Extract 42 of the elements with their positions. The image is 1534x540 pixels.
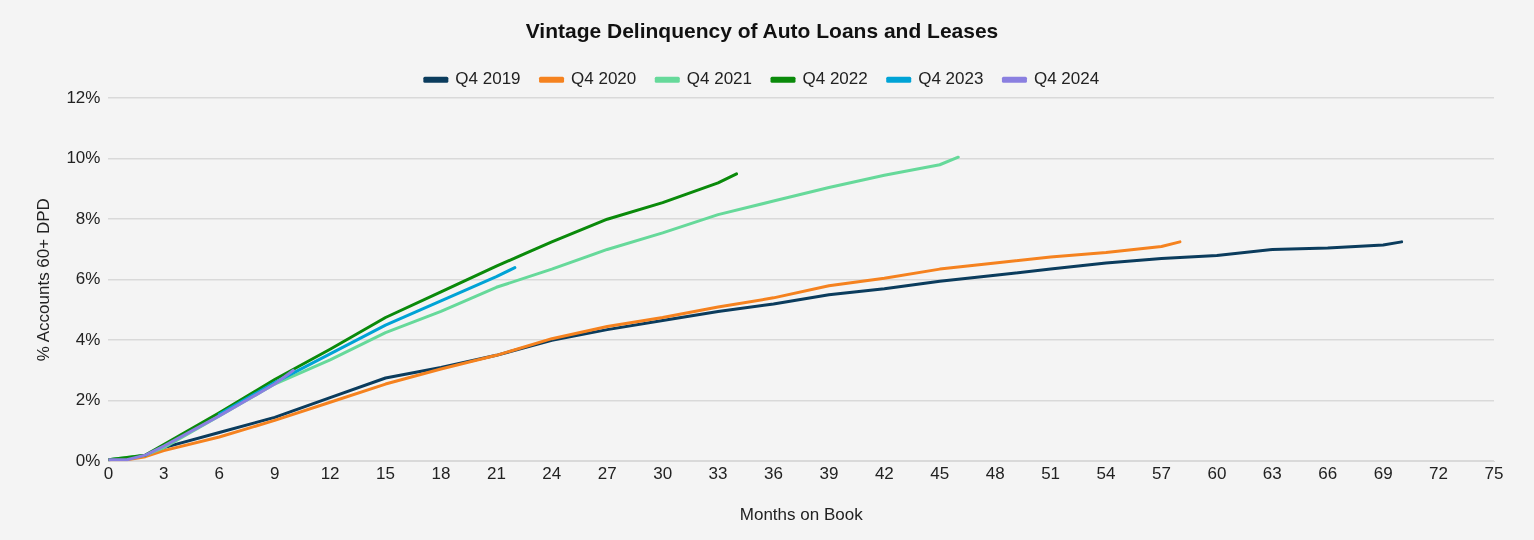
y-tick-label: 4% <box>75 329 101 349</box>
x-tick-label: 27 <box>597 464 617 484</box>
chart-title: Vintage Delinquency of Auto Loans and Leases <box>525 19 999 43</box>
legend-label: Q4 2021 <box>686 69 753 89</box>
x-tick-label: 51 <box>1041 464 1061 484</box>
x-tick-label: 36 <box>764 464 783 484</box>
y-axis-title: % Accounts 60+ DPD <box>33 198 53 362</box>
x-tick-label: 18 <box>431 464 451 484</box>
x-tick-label: 42 <box>874 464 894 484</box>
x-axis-title: Months on Book <box>739 505 864 525</box>
legend-label: Q4 2022 <box>802 69 868 89</box>
x-tick-label: 54 <box>1096 464 1116 484</box>
y-tick-label: 8% <box>75 208 101 228</box>
y-tick-label: 0% <box>75 450 101 470</box>
x-tick-label: 39 <box>819 464 839 484</box>
x-tick-label: 66 <box>1318 464 1338 484</box>
x-tick-label: 33 <box>708 464 728 484</box>
x-tick-label: 63 <box>1262 464 1282 484</box>
x-tick-label: 75 <box>1484 464 1504 484</box>
x-tick-label: 6 <box>214 464 225 484</box>
x-tick-label: 57 <box>1152 464 1171 484</box>
x-tick-label: 15 <box>376 464 395 484</box>
x-tick-label: 48 <box>985 464 1005 484</box>
x-tick-label: 0 <box>103 464 114 484</box>
x-tick-label: 60 <box>1207 464 1227 484</box>
x-tick-label: 24 <box>542 464 562 484</box>
x-tick-label: 30 <box>653 464 673 484</box>
x-tick-label: 3 <box>159 464 169 484</box>
x-tick-label: 72 <box>1429 464 1449 484</box>
legend-label: Q4 2024 <box>1033 69 1100 89</box>
x-tick-label: 21 <box>486 464 506 484</box>
y-tick-label: 12% <box>66 87 101 107</box>
y-tick-label: 6% <box>75 269 101 289</box>
y-tick-label: 2% <box>75 390 101 410</box>
x-tick-label: 45 <box>930 464 950 484</box>
y-tick-label: 10% <box>66 148 101 168</box>
legend-label: Q4 2019 <box>455 69 521 89</box>
legend-label: Q4 2023 <box>918 69 984 89</box>
legend-label: Q4 2020 <box>571 69 637 89</box>
x-tick-label: 9 <box>269 464 280 484</box>
x-tick-label: 12 <box>320 464 340 484</box>
x-tick-label: 69 <box>1373 464 1393 484</box>
